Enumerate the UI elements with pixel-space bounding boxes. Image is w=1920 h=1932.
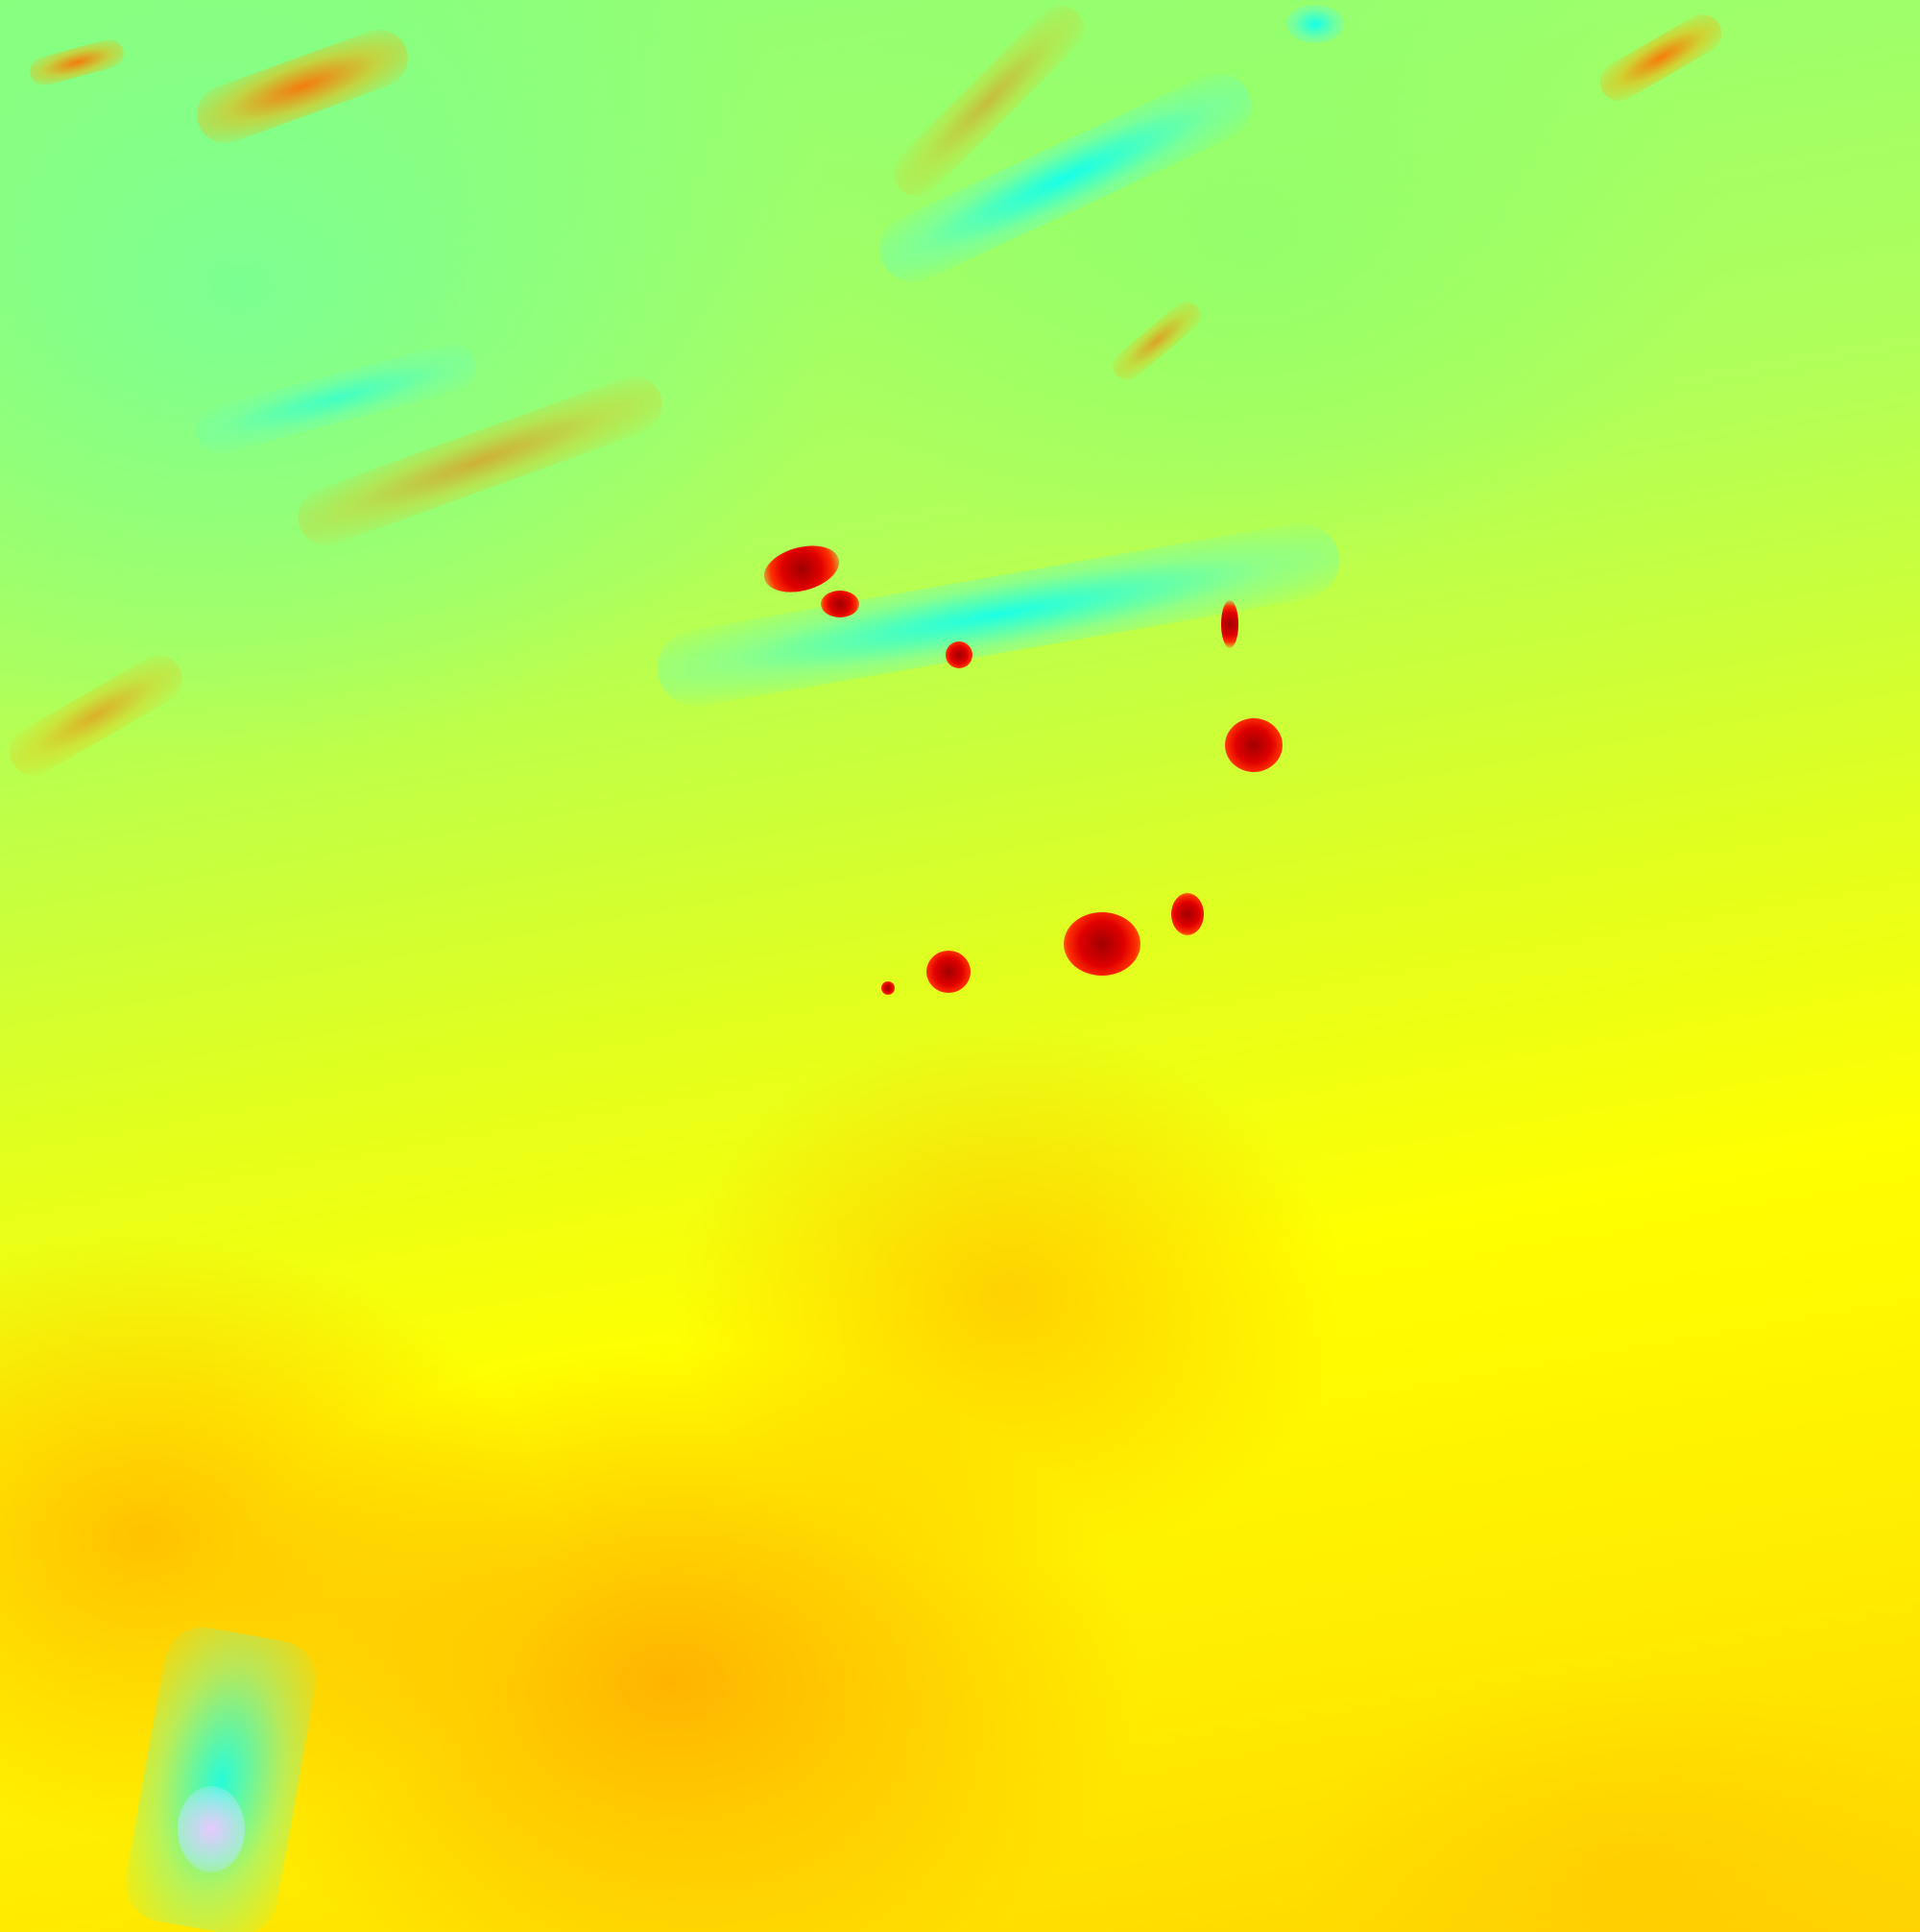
warm-streak: [0, 646, 192, 785]
warm-streak: [26, 36, 128, 89]
cloud-patch: [119, 1621, 323, 1932]
cold-cloud-core: [178, 1786, 245, 1872]
hotspot: [821, 591, 859, 617]
hotspot: [926, 951, 971, 993]
cloud-streak: [190, 338, 482, 459]
hotspot: [1171, 893, 1204, 935]
hotspot: [881, 981, 895, 995]
hotspot: [946, 641, 972, 668]
hotspot: [1064, 912, 1140, 976]
warm-streak: [188, 21, 417, 152]
cloud-streak: [651, 517, 1346, 712]
warm-streak: [1107, 296, 1207, 386]
hotspot: [1221, 600, 1238, 648]
cloud-patch: [1286, 5, 1344, 43]
hotspot: [1225, 718, 1283, 772]
hotspot: [758, 538, 845, 600]
warm-streak: [1593, 7, 1729, 109]
